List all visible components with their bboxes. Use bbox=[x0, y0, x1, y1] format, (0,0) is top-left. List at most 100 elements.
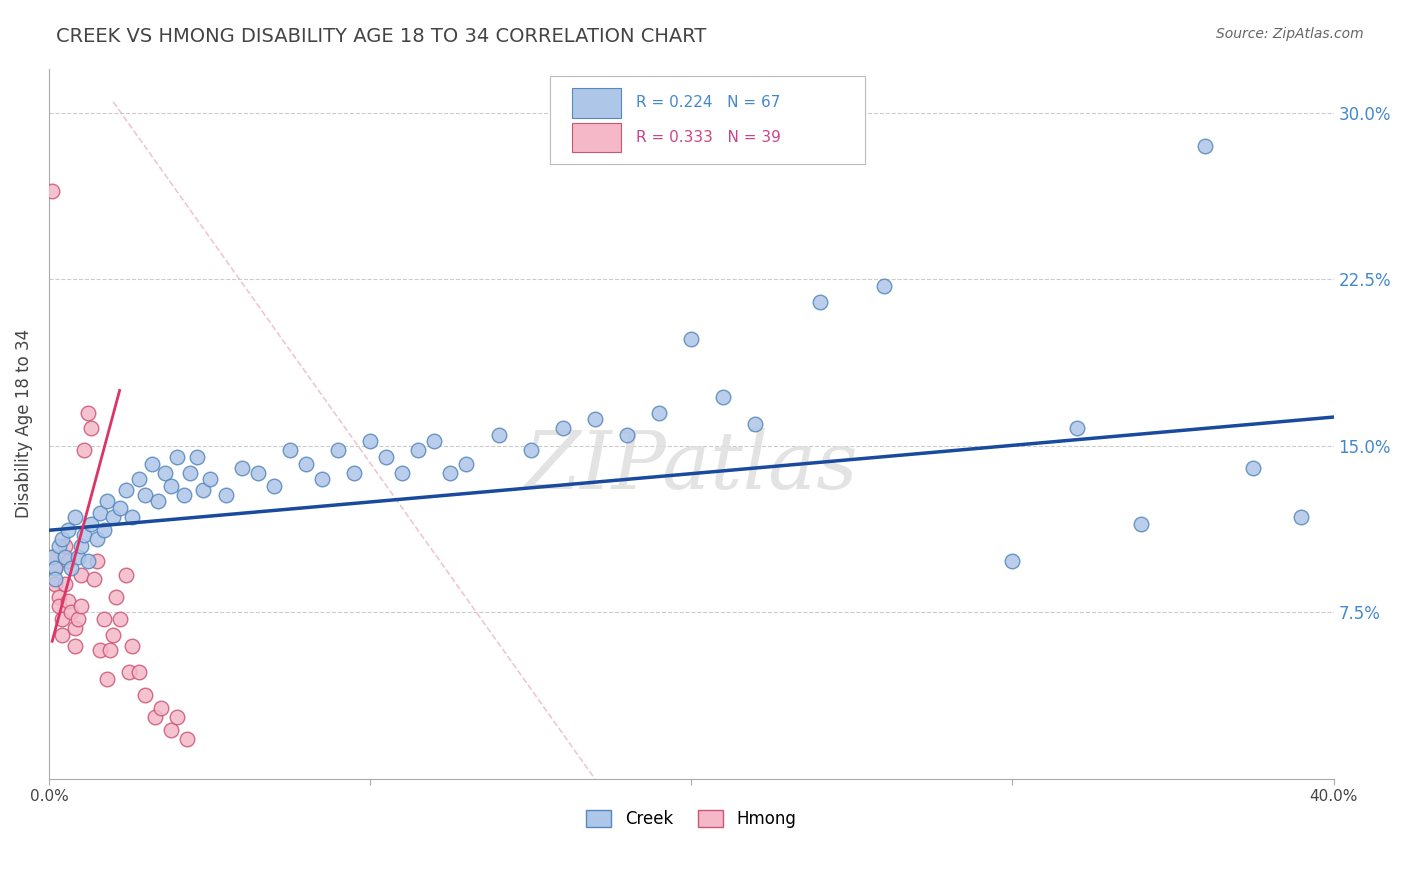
Point bbox=[153, 466, 176, 480]
Point bbox=[51, 627, 73, 641]
Point bbox=[343, 466, 366, 480]
Point bbox=[58, 523, 80, 537]
Point bbox=[391, 466, 413, 480]
Point bbox=[80, 421, 103, 435]
Point bbox=[41, 184, 63, 198]
Point bbox=[70, 599, 93, 613]
Point bbox=[616, 427, 638, 442]
Point bbox=[128, 665, 150, 680]
Point bbox=[1291, 510, 1313, 524]
Point bbox=[63, 639, 86, 653]
Point bbox=[456, 457, 478, 471]
Point bbox=[143, 710, 166, 724]
Y-axis label: Disability Age 18 to 34: Disability Age 18 to 34 bbox=[15, 329, 32, 518]
Point bbox=[73, 527, 96, 541]
Point bbox=[214, 488, 236, 502]
Point bbox=[146, 494, 169, 508]
Text: Source: ZipAtlas.com: Source: ZipAtlas.com bbox=[1216, 27, 1364, 41]
Point bbox=[53, 549, 76, 564]
Point bbox=[103, 510, 125, 524]
Point bbox=[128, 472, 150, 486]
Point bbox=[278, 443, 301, 458]
Point bbox=[93, 612, 115, 626]
Point bbox=[63, 621, 86, 635]
Point bbox=[115, 483, 138, 498]
Point bbox=[80, 516, 103, 531]
Point bbox=[186, 450, 208, 464]
Point bbox=[48, 539, 70, 553]
Point bbox=[73, 443, 96, 458]
Point bbox=[48, 590, 70, 604]
Point bbox=[359, 434, 381, 449]
Point bbox=[160, 723, 183, 737]
Point bbox=[86, 554, 108, 568]
Point bbox=[53, 539, 76, 553]
Point bbox=[118, 665, 141, 680]
Point bbox=[166, 450, 188, 464]
Point bbox=[44, 572, 66, 586]
Point bbox=[551, 421, 574, 435]
Point bbox=[76, 554, 98, 568]
Point bbox=[93, 523, 115, 537]
Point bbox=[66, 612, 89, 626]
Text: R = 0.333   N = 39: R = 0.333 N = 39 bbox=[636, 130, 780, 145]
Point bbox=[295, 457, 318, 471]
Point bbox=[231, 461, 253, 475]
Point bbox=[711, 390, 734, 404]
Point bbox=[1066, 421, 1088, 435]
Point bbox=[166, 710, 188, 724]
Point bbox=[744, 417, 766, 431]
Point bbox=[115, 567, 138, 582]
Point bbox=[1129, 516, 1152, 531]
Point bbox=[134, 488, 156, 502]
Bar bbox=[572, 87, 620, 118]
Point bbox=[60, 561, 83, 575]
Point bbox=[70, 567, 93, 582]
Point bbox=[406, 443, 429, 458]
Point bbox=[53, 576, 76, 591]
Point bbox=[808, 294, 831, 309]
Point bbox=[60, 606, 83, 620]
Point bbox=[44, 561, 66, 575]
Point bbox=[173, 488, 195, 502]
Point bbox=[263, 479, 285, 493]
Point bbox=[191, 483, 214, 498]
Point bbox=[89, 506, 111, 520]
Point bbox=[41, 549, 63, 564]
Point bbox=[51, 612, 73, 626]
Point bbox=[648, 406, 671, 420]
Point bbox=[198, 472, 221, 486]
Point bbox=[150, 701, 173, 715]
Point bbox=[326, 443, 349, 458]
Point bbox=[681, 332, 703, 346]
Text: CREEK VS HMONG DISABILITY AGE 18 TO 34 CORRELATION CHART: CREEK VS HMONG DISABILITY AGE 18 TO 34 C… bbox=[56, 27, 707, 45]
Point bbox=[66, 549, 89, 564]
Point bbox=[134, 688, 156, 702]
Point bbox=[41, 549, 63, 564]
Point bbox=[141, 457, 163, 471]
Legend: Creek, Hmong: Creek, Hmong bbox=[579, 803, 803, 835]
Point bbox=[108, 501, 131, 516]
Point bbox=[48, 599, 70, 613]
Point bbox=[98, 643, 121, 657]
FancyBboxPatch shape bbox=[550, 76, 865, 164]
Point bbox=[488, 427, 510, 442]
Point bbox=[439, 466, 461, 480]
Point bbox=[96, 494, 118, 508]
Point bbox=[121, 639, 143, 653]
Point bbox=[63, 510, 86, 524]
Point bbox=[83, 572, 105, 586]
Point bbox=[44, 561, 66, 575]
Point bbox=[108, 612, 131, 626]
Point bbox=[103, 627, 125, 641]
Point bbox=[1194, 139, 1216, 153]
Point bbox=[121, 510, 143, 524]
Point bbox=[76, 406, 98, 420]
Point bbox=[96, 672, 118, 686]
Point bbox=[176, 731, 198, 746]
Point bbox=[105, 590, 128, 604]
Point bbox=[246, 466, 269, 480]
Point bbox=[375, 450, 398, 464]
Point bbox=[1241, 461, 1264, 475]
Point bbox=[160, 479, 183, 493]
